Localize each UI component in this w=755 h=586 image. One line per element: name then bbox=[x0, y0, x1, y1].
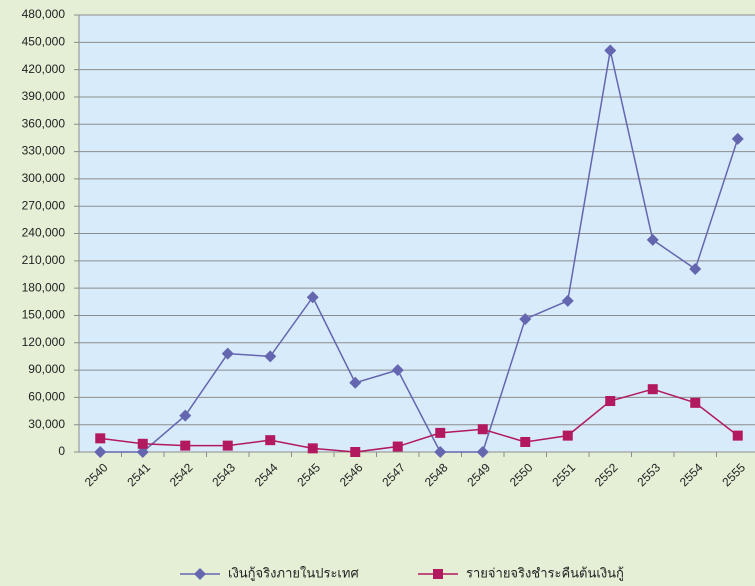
marker bbox=[647, 384, 658, 395]
x-tick-label: 2555 bbox=[719, 460, 748, 489]
x-tick-label: 2544 bbox=[252, 460, 281, 489]
marker bbox=[690, 397, 701, 408]
marker bbox=[391, 364, 404, 377]
marker bbox=[732, 430, 743, 441]
y-tick-label: 480,000 bbox=[22, 7, 66, 21]
y-tick-label: 330,000 bbox=[22, 144, 66, 158]
marker bbox=[561, 294, 574, 307]
y-tick-label: 420,000 bbox=[22, 62, 66, 76]
legend-label: รายจ่ายจริงชำระคืนต้นเงินกู้ bbox=[466, 565, 624, 581]
marker bbox=[562, 430, 573, 441]
y-tick-label: 30,000 bbox=[28, 417, 65, 431]
marker bbox=[95, 433, 106, 444]
marker bbox=[731, 132, 744, 145]
y-tick-label: 120,000 bbox=[22, 335, 66, 349]
x-tick-label: 2541 bbox=[124, 460, 153, 489]
marker bbox=[137, 438, 148, 449]
marker bbox=[307, 443, 318, 454]
marker bbox=[646, 233, 659, 246]
marker bbox=[179, 409, 192, 422]
x-tick-label: 2546 bbox=[337, 460, 366, 489]
x-tick-label: 2549 bbox=[464, 460, 493, 489]
marker bbox=[434, 446, 447, 458]
marker bbox=[476, 446, 489, 458]
x-tick-label: 2550 bbox=[507, 460, 536, 489]
marker bbox=[604, 44, 617, 57]
x-tick-label: 2552 bbox=[592, 460, 621, 489]
y-tick-label: 180,000 bbox=[22, 280, 66, 294]
y-tick-label: 300,000 bbox=[22, 171, 66, 185]
x-tick-label: 2553 bbox=[634, 460, 663, 489]
marker bbox=[180, 440, 191, 451]
marker bbox=[194, 568, 206, 580]
y-tick-label: 210,000 bbox=[22, 253, 66, 267]
marker bbox=[349, 376, 362, 389]
marker bbox=[265, 435, 276, 446]
marker bbox=[136, 446, 149, 458]
marker bbox=[605, 396, 616, 407]
y-tick-label: 390,000 bbox=[22, 89, 66, 103]
series-line bbox=[100, 388, 739, 453]
legend-label: เงินกู้จริงภายในประเทศ bbox=[228, 565, 359, 581]
x-tick-label: 2542 bbox=[167, 460, 196, 489]
marker bbox=[222, 440, 233, 451]
y-tick-label: 0 bbox=[58, 444, 65, 458]
marker bbox=[477, 424, 488, 435]
marker bbox=[689, 263, 702, 276]
marker bbox=[435, 427, 446, 438]
marker bbox=[306, 291, 319, 304]
marker bbox=[520, 436, 531, 447]
x-tick-label: 2551 bbox=[549, 460, 578, 489]
series-line bbox=[100, 50, 739, 453]
y-tick-label: 150,000 bbox=[22, 308, 66, 322]
y-tick-label: 360,000 bbox=[22, 116, 66, 130]
x-tick-label: 2547 bbox=[379, 460, 408, 489]
marker bbox=[94, 446, 107, 458]
x-tick-label: 2540 bbox=[82, 460, 111, 489]
x-tick-label: 2545 bbox=[294, 460, 323, 489]
x-tick-label: 2548 bbox=[422, 460, 451, 489]
x-tick-label: 2554 bbox=[677, 460, 706, 489]
y-tick-label: 240,000 bbox=[22, 226, 66, 240]
x-tick-label: 2543 bbox=[209, 460, 238, 489]
y-tick-label: 270,000 bbox=[22, 198, 66, 212]
y-tick-label: 450,000 bbox=[22, 34, 66, 48]
y-tick-label: 90,000 bbox=[28, 362, 65, 376]
marker bbox=[433, 569, 443, 579]
marker bbox=[221, 347, 234, 360]
y-tick-label: 60,000 bbox=[28, 390, 65, 404]
marker bbox=[264, 350, 277, 363]
marker bbox=[392, 441, 403, 452]
marker bbox=[519, 313, 532, 326]
marker bbox=[350, 447, 361, 457]
